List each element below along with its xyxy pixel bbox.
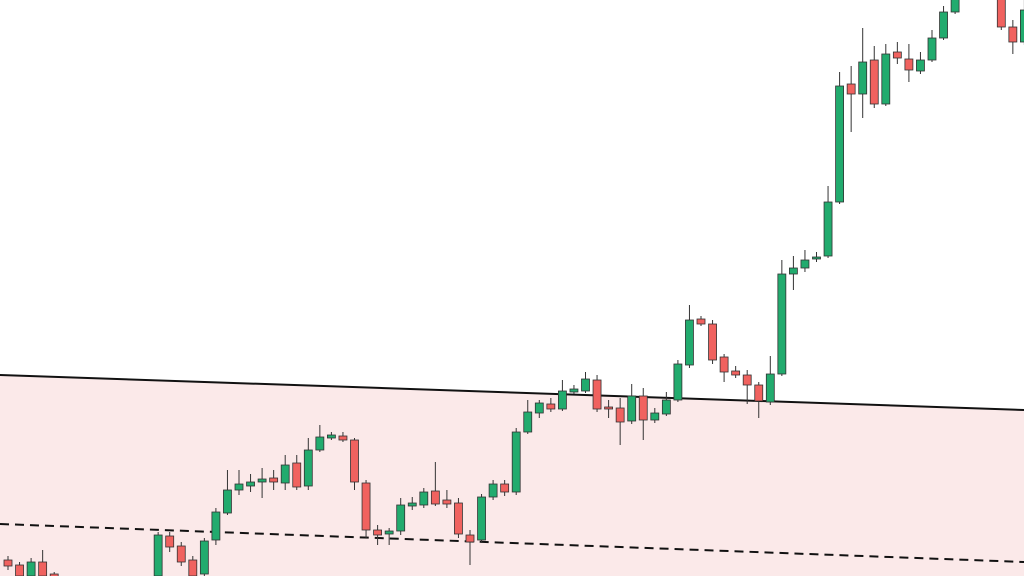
trend-line bbox=[0, 374, 1024, 411]
candle-body bbox=[246, 481, 255, 487]
candle-body bbox=[881, 53, 891, 105]
candle-body bbox=[511, 431, 521, 493]
candle-body bbox=[939, 11, 948, 39]
candle-body bbox=[708, 323, 717, 361]
candle-body bbox=[661, 399, 671, 415]
candle-body bbox=[638, 395, 648, 421]
candle-body bbox=[326, 434, 336, 439]
candle-body bbox=[627, 395, 637, 422]
candle-body bbox=[569, 388, 579, 393]
candle-body bbox=[407, 502, 417, 507]
candle-body bbox=[835, 85, 844, 203]
candle-body bbox=[223, 489, 232, 514]
candle-body bbox=[996, 0, 1006, 28]
candle-body bbox=[153, 534, 163, 576]
candle-body bbox=[26, 561, 36, 576]
candle-body bbox=[904, 58, 914, 71]
candles bbox=[3, 0, 1024, 576]
candle-body bbox=[269, 477, 279, 483]
candle-body bbox=[280, 464, 290, 484]
dashed-trend-line bbox=[0, 523, 1024, 563]
candle-body bbox=[777, 273, 787, 375]
candle-body bbox=[454, 502, 463, 535]
candle-body bbox=[465, 534, 475, 543]
candle-body bbox=[523, 411, 533, 433]
candle-body bbox=[581, 378, 590, 392]
candle-body bbox=[800, 259, 810, 269]
candle-body bbox=[211, 511, 221, 541]
candle-body bbox=[15, 564, 24, 576]
candle-body bbox=[384, 530, 394, 535]
candle-body bbox=[3, 559, 13, 567]
candle-body bbox=[188, 559, 198, 576]
candle-body bbox=[315, 436, 325, 451]
candle-body bbox=[303, 449, 313, 487]
candle-body bbox=[858, 61, 868, 95]
candle-body bbox=[350, 439, 359, 483]
candle-body bbox=[500, 483, 510, 493]
candle-body bbox=[234, 483, 244, 491]
candle-body bbox=[869, 59, 879, 105]
candle-body bbox=[789, 267, 798, 275]
candle-body bbox=[1020, 9, 1024, 43]
candle-body bbox=[373, 529, 383, 536]
candle-body bbox=[419, 491, 429, 506]
candle-body bbox=[546, 403, 556, 410]
candle-body bbox=[754, 384, 764, 402]
candle-body bbox=[742, 374, 752, 386]
candle-body bbox=[1008, 26, 1018, 43]
candle-body bbox=[916, 59, 925, 72]
candle-body bbox=[592, 379, 602, 410]
candle-body bbox=[396, 504, 406, 532]
candle-body bbox=[719, 356, 729, 373]
candle-body bbox=[361, 482, 371, 531]
candle-body bbox=[950, 0, 960, 13]
candle-body bbox=[812, 256, 821, 260]
candle-body bbox=[430, 490, 440, 505]
candle-body bbox=[892, 51, 902, 59]
candle-body bbox=[696, 318, 706, 325]
candle-body bbox=[673, 363, 683, 401]
candle-body bbox=[731, 370, 741, 376]
candle-body bbox=[257, 478, 267, 483]
candle-body bbox=[927, 37, 937, 61]
candle-body bbox=[49, 573, 59, 576]
candle-body bbox=[442, 499, 452, 505]
candle-body bbox=[338, 435, 348, 441]
candle-body bbox=[176, 545, 186, 563]
candle-body bbox=[38, 561, 48, 576]
candle-body bbox=[846, 83, 856, 95]
candle-body bbox=[650, 412, 660, 421]
candle-body bbox=[488, 483, 498, 498]
candle-body bbox=[604, 406, 613, 410]
candle-body bbox=[534, 402, 544, 414]
candle-body bbox=[615, 407, 625, 423]
candle-body bbox=[765, 373, 775, 403]
candle-body bbox=[165, 535, 175, 548]
candle-body bbox=[292, 462, 302, 488]
candle-body bbox=[685, 319, 694, 366]
candle-body bbox=[199, 540, 209, 575]
candle-body bbox=[558, 390, 567, 410]
candle-body bbox=[477, 496, 486, 541]
candle-body bbox=[823, 201, 833, 257]
